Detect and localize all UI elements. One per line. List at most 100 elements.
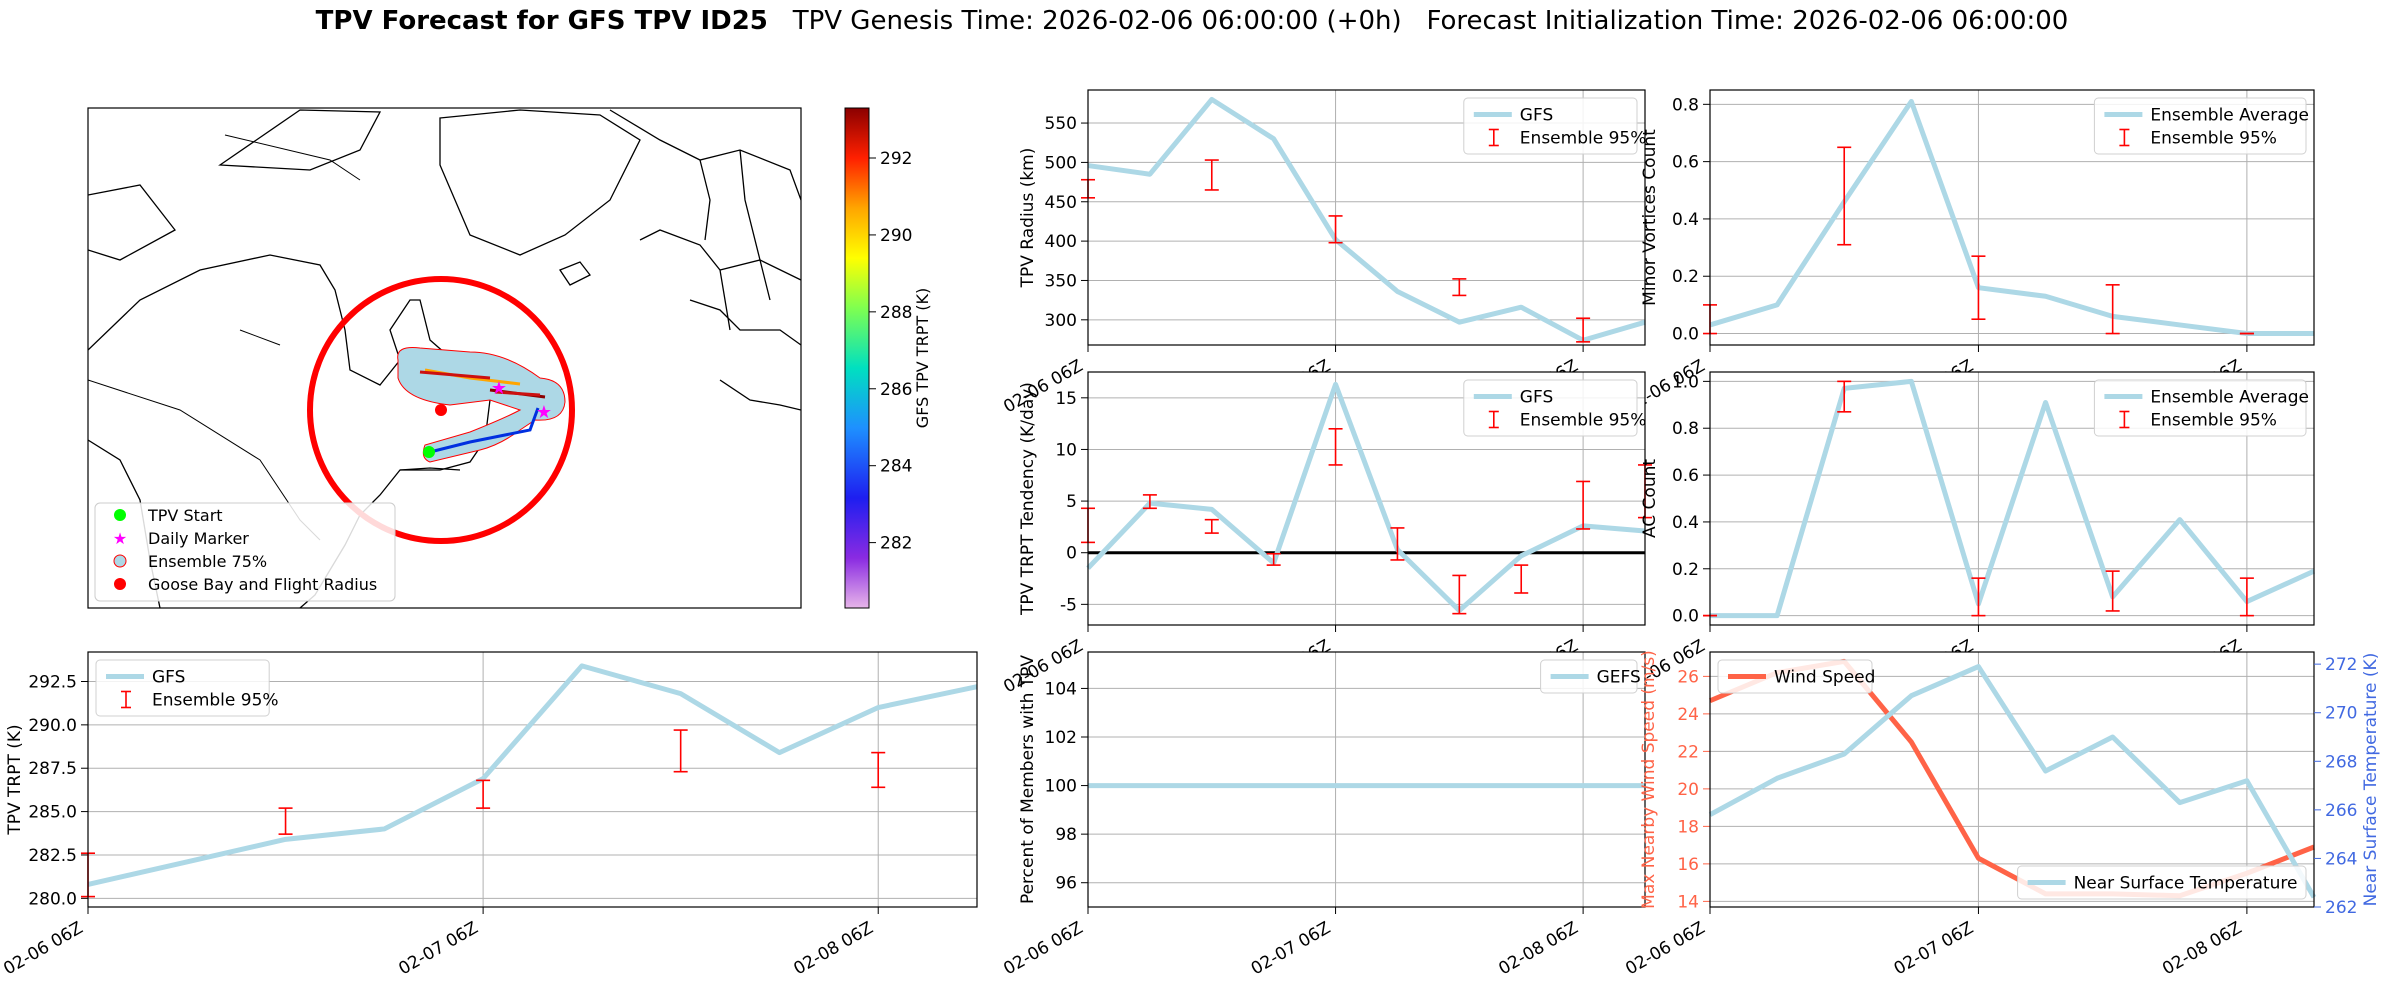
error-bar (2105, 284, 2120, 335)
colorbar-tick-label: 288 (880, 303, 912, 323)
series-line-near-surface-temperature (1708, 664, 2317, 899)
y-tick-label: 26 (1677, 667, 1699, 687)
colorbar-tick-label: 292 (880, 149, 912, 169)
error-bar (2239, 577, 2254, 617)
map-borders (87, 134, 361, 541)
map-legend: TPV Start ★ Daily Marker Ensemble 75% Go… (94, 502, 396, 602)
goose-bay-marker (435, 404, 447, 416)
y-axis-label: TPV TRPT (K) (5, 724, 25, 835)
error-bar (673, 729, 688, 773)
y2-tick-label: 262 (2325, 898, 2357, 918)
y-axis-label: Max Nearby Wind Speed (m/s) (1639, 650, 1659, 909)
x-tick-label: 02-07 06Z (395, 918, 481, 979)
legend-box (1540, 659, 1638, 694)
figure-title: TPV Forecast for GFS TPV ID25 TPV Genesi… (0, 6, 2384, 36)
y-tick-label: 300 (1045, 311, 1077, 331)
legend-label: Near Surface Temperature (2074, 874, 2298, 894)
y-tick-label: 292.5 (28, 672, 77, 692)
error-bar (476, 779, 491, 809)
y-tick-label: 22 (1677, 742, 1699, 762)
error-bar (1971, 255, 1986, 321)
error-bar (1204, 518, 1219, 534)
gfs-track (429, 407, 540, 454)
map-legend-label: Daily Marker (148, 529, 249, 548)
colorbar-tick-label: 290 (880, 226, 912, 246)
y-tick-label: 16 (1677, 855, 1699, 875)
y-tick-label: 98 (1055, 825, 1077, 845)
y-tick-label: 0.6 (1672, 153, 1699, 173)
error-bar (1514, 564, 1529, 594)
y-axis-label: TPV TRPT Tendency (K/day) (1018, 382, 1038, 616)
legend-label: GFS (152, 668, 185, 688)
y-tick-label: 350 (1045, 271, 1077, 291)
y-tick-label: 285.0 (28, 803, 77, 823)
legend: GFS Ensemble 95% (95, 659, 279, 717)
y-axis-label: TPV Radius (km) (1018, 148, 1038, 289)
plot-area (1710, 652, 2314, 907)
legend-label: Ensemble 95% (2150, 411, 2277, 431)
y-tick-label: 550 (1045, 114, 1077, 134)
y-tick-label: 500 (1045, 153, 1077, 173)
series-line-ensemble-average (1709, 98, 2314, 337)
y2-tick-label: 266 (2325, 801, 2357, 821)
legend-label: GFS (1520, 388, 1553, 408)
y-tick-label: 0.8 (1672, 419, 1699, 439)
legend-label: Ensemble Average (2150, 106, 2309, 126)
error-bar (1971, 577, 1986, 617)
error-bar (1204, 159, 1219, 191)
x-tick-label: 02-07 06Z (1248, 918, 1334, 979)
legend-label: Ensemble 95% (1520, 129, 1647, 149)
error-bar (278, 807, 293, 835)
y-tick-label: -5 (1060, 595, 1077, 615)
legend: Ensemble Average Ensemble 95% (2093, 97, 2309, 155)
map-legend-label: Goose Bay and Flight Radius (148, 575, 377, 594)
axes-frame (1709, 371, 2315, 626)
y-tick-label: 0.2 (1672, 560, 1699, 580)
y-tick-label: 20 (1677, 780, 1699, 800)
tpv-start-marker (423, 446, 435, 458)
x-tick-label: 02-06 06Z (0, 918, 86, 979)
axes-frame (1087, 89, 1646, 346)
map-coastlines (88, 109, 801, 608)
y-tick-label: 282.5 (28, 846, 77, 866)
y-tick-label: 287.5 (28, 759, 77, 779)
axes-frame (1087, 651, 1646, 908)
y-tick-label: 0.8 (1672, 95, 1699, 115)
map-legend-label: TPV Start (147, 506, 223, 525)
error-bar (871, 751, 886, 789)
legend-box (2017, 865, 2307, 900)
map-legend-label: Ensemble 75% (148, 552, 267, 571)
init-time: Forecast Initialization Time: 2026-02-06… (1426, 6, 2069, 36)
legend-label: Ensemble Average (2150, 388, 2309, 408)
error-bar (1452, 278, 1467, 297)
axes-frame (87, 651, 978, 908)
colorbar (844, 107, 870, 609)
plot-area (1088, 652, 1645, 907)
error-bar (1452, 574, 1467, 615)
series-line-gfs (1087, 96, 1646, 343)
y2-tick-label: 270 (2325, 704, 2357, 724)
y-tick-label: 290.0 (28, 716, 77, 736)
y-tick-label: 280.0 (28, 889, 77, 909)
y2-tick-label: 272 (2325, 655, 2357, 675)
axes-frame (1087, 371, 1646, 626)
legend-box (2093, 97, 2307, 155)
y-tick-label: 450 (1045, 193, 1077, 213)
legend-label: Ensemble 95% (1520, 411, 1647, 431)
y-tick-label: 14 (1677, 892, 1699, 912)
error-bar (1390, 527, 1405, 561)
axes-frame (1709, 651, 2315, 908)
y2-axis-label: Near Surface Temperature (K) (2361, 653, 2381, 907)
y-tick-label: 0 (1066, 544, 1077, 564)
series-line-gfs (87, 663, 978, 887)
legend-label: Wind Speed (1774, 668, 1875, 688)
y-tick-label: 0.2 (1672, 267, 1699, 287)
y-axis-label: Minor Vortices Count (1640, 129, 1660, 306)
figure-title-bold: TPV Forecast for GFS TPV ID25 (315, 6, 768, 36)
y-axis-label: AC Count (1640, 459, 1660, 538)
y-tick-label: 1.0 (1672, 372, 1699, 392)
genesis-time: TPV Genesis Time: 2026-02-06 06:00:00 (+… (792, 6, 1402, 36)
legend-label: Ensemble 95% (2150, 129, 2277, 149)
